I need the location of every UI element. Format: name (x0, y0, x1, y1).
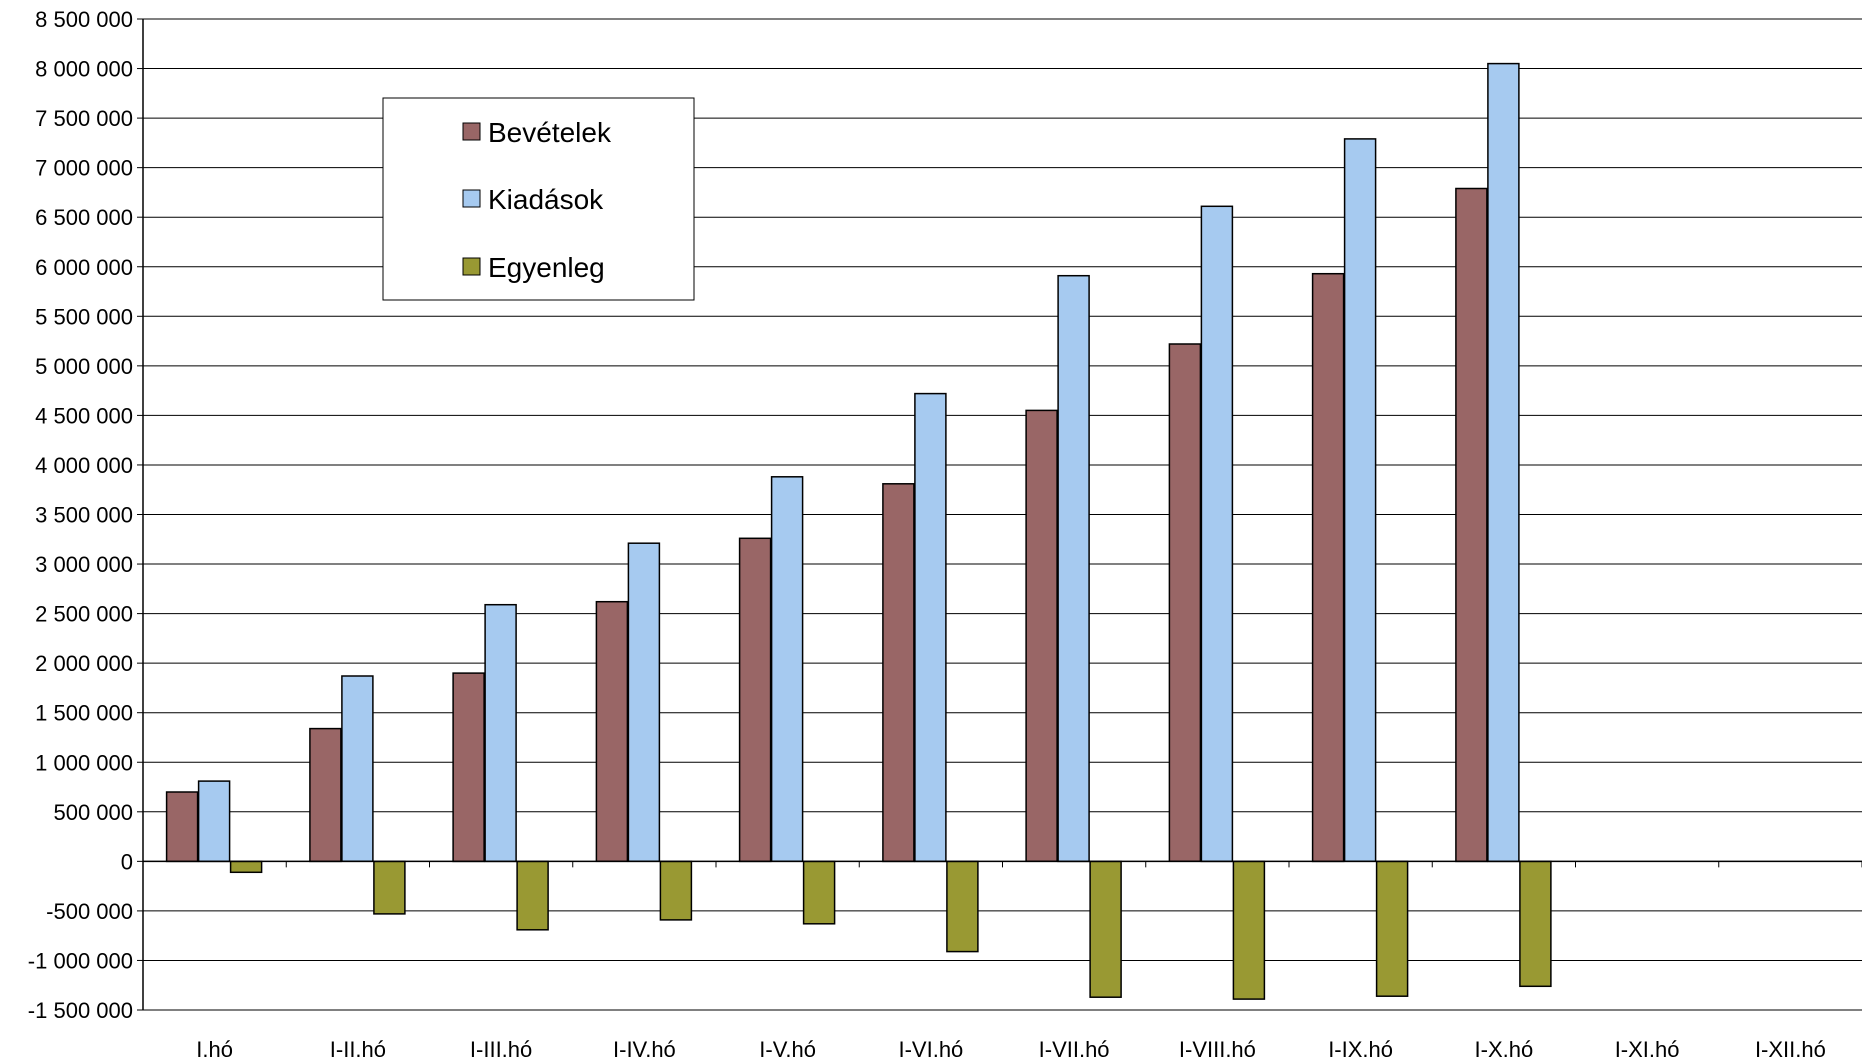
bar-egyenleg-5 (946, 860, 979, 953)
y-tick-label: 8 000 000 (35, 57, 133, 82)
x-tick-label: I-III.hó (470, 1037, 532, 1062)
y-tick-label: 0 (121, 849, 133, 874)
gridlines (143, 18, 1862, 1011)
bar-bevtelek-5 (882, 483, 915, 863)
bar-egyenleg-9 (1519, 860, 1552, 988)
legend-box (382, 97, 695, 301)
legend-swatch-kiadasok (462, 189, 481, 208)
y-tick-label: -500 000 (46, 899, 133, 924)
y-tick-label: 3 000 000 (35, 552, 133, 577)
y-tick-label: 2 500 000 (35, 602, 133, 627)
legend-label-kiadasok: Kiadások (488, 184, 604, 215)
bar-bevtelek-3 (595, 600, 629, 863)
bar-kiadsok-9 (1487, 62, 1520, 863)
bar-kiadsok-8 (1343, 138, 1377, 863)
x-tick-label: I-XII.hó (1755, 1037, 1826, 1062)
x-tick-label: I-X.hó (1475, 1037, 1534, 1062)
x-tick-label: I.hó (196, 1037, 233, 1062)
x-tick-label: I-V.hó (759, 1037, 816, 1062)
y-tick-label: 4 000 000 (35, 453, 133, 478)
bar-bevtelek-0 (165, 791, 199, 863)
bar-egyenleg-8 (1375, 860, 1409, 997)
bar-bevtelek-4 (738, 537, 772, 863)
bar-kiadsok-5 (914, 392, 947, 863)
bar-kiadsok-7 (1200, 205, 1234, 863)
x-tick-label: I-VIII.hó (1179, 1037, 1256, 1062)
bar-kiadsok-1 (341, 675, 374, 863)
x-tick-label: I-IX.hó (1328, 1037, 1393, 1062)
bar-bevtelek-8 (1311, 272, 1345, 863)
y-tick-label: 3 500 000 (35, 503, 133, 528)
bar-kiadsok-2 (484, 603, 517, 863)
y-tick-label: 8 500 000 (35, 7, 133, 32)
x-tick-labels: I.hó I-II.hó I-III.hó I-IV.hó I-V.hó I-VI.hó I… (196, 1037, 1826, 1062)
bar-bevtelek-7 (1168, 343, 1202, 863)
bar-egyenleg-6 (1089, 860, 1122, 998)
bar-egyenleg-2 (516, 860, 549, 931)
y-tick-label: 7 500 000 (35, 106, 133, 131)
legend-label-egyenleg: Egyenleg (488, 252, 605, 283)
bar-egyenleg-0 (229, 860, 263, 874)
x-tick-label: I-XI.hó (1615, 1037, 1680, 1062)
bar-egyenleg-3 (659, 860, 693, 921)
legend-label-bevetelek: Bevételek (488, 117, 612, 148)
y-tick-label: 5 000 000 (35, 354, 133, 379)
y-tick-label: 1 000 000 (35, 750, 133, 775)
bar-egyenleg-7 (1232, 860, 1266, 1000)
bar-bevtelek-1 (309, 727, 342, 863)
legend: Bevételek Kiadások Egyenleg (382, 97, 695, 301)
x-tick-label: I-II.hó (330, 1037, 386, 1062)
bar-bevtelek-2 (452, 672, 485, 863)
y-tick-label: 1 500 000 (35, 701, 133, 726)
bar-kiadsok-0 (197, 780, 231, 863)
y-tick-label: -1 000 000 (28, 948, 133, 973)
bar-egyenleg-4 (802, 860, 836, 925)
y-tick-label: 2 000 000 (35, 651, 133, 676)
bars (165, 62, 1552, 1000)
y-tick-label: 500 000 (53, 800, 133, 825)
bar-kiadsok-6 (1057, 274, 1090, 863)
y-tick-label: 7 000 000 (35, 156, 133, 181)
y-tick-label: 5 500 000 (35, 304, 133, 329)
y-tick-labels: -1 500 000 -1 000 000 -500 000 0 500 000 1 00… (28, 7, 143, 1023)
bar-egyenleg-1 (373, 860, 406, 915)
legend-swatch-egyenleg (462, 257, 481, 276)
bar-bevtelek-9 (1455, 187, 1488, 863)
y-tick-label: 4 500 000 (35, 403, 133, 428)
y-tick-label: 6 000 000 (35, 255, 133, 280)
legend-swatch-bevetelek (462, 122, 481, 141)
x-tick-label: I-IV.hó (613, 1037, 676, 1062)
bar-kiadsok-4 (770, 476, 804, 863)
bar-bevtelek-6 (1025, 409, 1058, 863)
x-tick-label: I-VI.hó (898, 1037, 963, 1062)
y-tick-label: 6 500 000 (35, 205, 133, 230)
y-tick-label: -1 500 000 (28, 998, 133, 1023)
x-tick-label: I-VII.hó (1039, 1037, 1110, 1062)
bar-kiadsok-3 (627, 542, 661, 863)
